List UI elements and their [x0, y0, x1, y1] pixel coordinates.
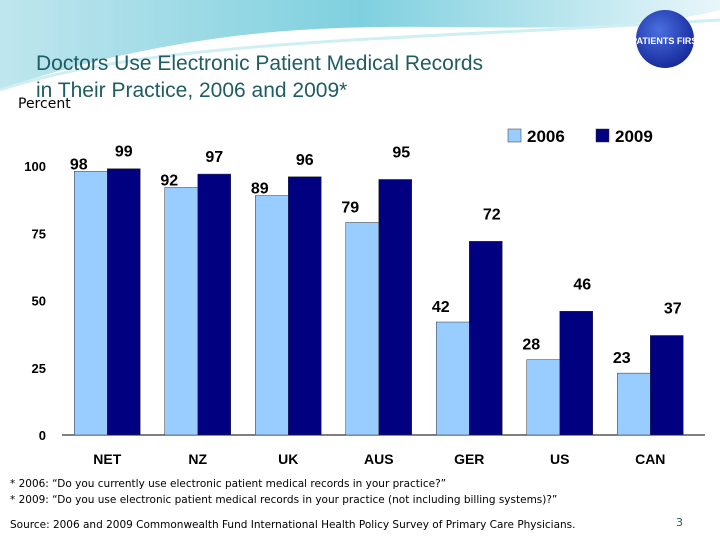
bar-2009-GER [469, 241, 503, 436]
data-label: 23 [613, 350, 631, 367]
bar-chart: 0 25 50 75 100 98 99 NET 92 97 NZ 89 96 UK 79 95 AUS 42 72… [24, 127, 705, 467]
title-line-2: in Their Practice, 2006 and 2009* [36, 79, 348, 102]
bar-2009-NET [107, 168, 141, 436]
y-tick-label: 100 [24, 159, 46, 174]
bar-2009-CAN [650, 335, 684, 436]
x-tick-label: CAN [635, 451, 665, 467]
page-number: 3 [676, 516, 683, 529]
legend-swatch-2009 [595, 128, 610, 143]
data-label: 46 [573, 276, 591, 293]
data-label: 37 [664, 300, 682, 317]
data-label: 97 [205, 149, 223, 166]
title-line-1: Doctors Use Electronic Patient Medical R… [36, 52, 484, 75]
x-tick-label: UK [278, 451, 298, 467]
legend-label: 2009 [615, 127, 653, 146]
bar-2009-NZ [197, 173, 231, 436]
data-label: 96 [296, 152, 314, 169]
x-tick-label: NZ [188, 451, 207, 467]
logo-text: PATIENTS FIRST [631, 36, 703, 46]
bar-2009-AUS [378, 179, 412, 436]
footnote-2006: * 2006: “Do you currently use electronic… [10, 478, 447, 490]
data-label: 92 [160, 173, 178, 190]
bar-2009-US [559, 311, 593, 436]
y-tick-label: 0 [39, 428, 46, 443]
data-label: 99 [115, 144, 133, 161]
data-label: 28 [522, 337, 540, 354]
bar-2006-NET [74, 171, 108, 436]
patients-first-logo: PATIENTS FIRST [631, 10, 703, 68]
bar-2006-UK [255, 195, 289, 436]
y-tick-label: 50 [32, 294, 46, 309]
data-label: 95 [392, 144, 410, 161]
y-axis-label: Percent [18, 96, 71, 112]
bar-2006-CAN [617, 372, 651, 436]
legend-label: 2006 [527, 127, 565, 146]
bar-2006-GER [436, 321, 470, 436]
source-note: Source: 2006 and 2009 Commonwealth Fund … [10, 519, 576, 531]
data-label: 98 [70, 156, 88, 173]
bar-2006-NZ [164, 187, 198, 436]
bar-2009-UK [288, 176, 322, 436]
y-tick-label: 25 [32, 361, 46, 376]
slide-title: Doctors Use Electronic Patient Medical R… [36, 50, 483, 104]
footnote-2009: * 2009: “Do you use electronic patient m… [10, 494, 558, 506]
data-label: 72 [483, 206, 501, 223]
bar-2006-AUS [345, 222, 379, 436]
data-label: 89 [251, 181, 269, 198]
header-wave-decoration [0, 0, 720, 92]
y-tick-label: 75 [32, 226, 46, 241]
data-label: 42 [432, 299, 450, 316]
legend-swatch-2006 [507, 128, 522, 143]
x-tick-label: US [550, 451, 569, 467]
x-tick-label: AUS [364, 451, 394, 467]
data-label: 79 [341, 199, 359, 216]
bar-2006-US [526, 359, 560, 436]
x-tick-label: GER [454, 451, 484, 467]
x-tick-label: NET [93, 451, 121, 467]
